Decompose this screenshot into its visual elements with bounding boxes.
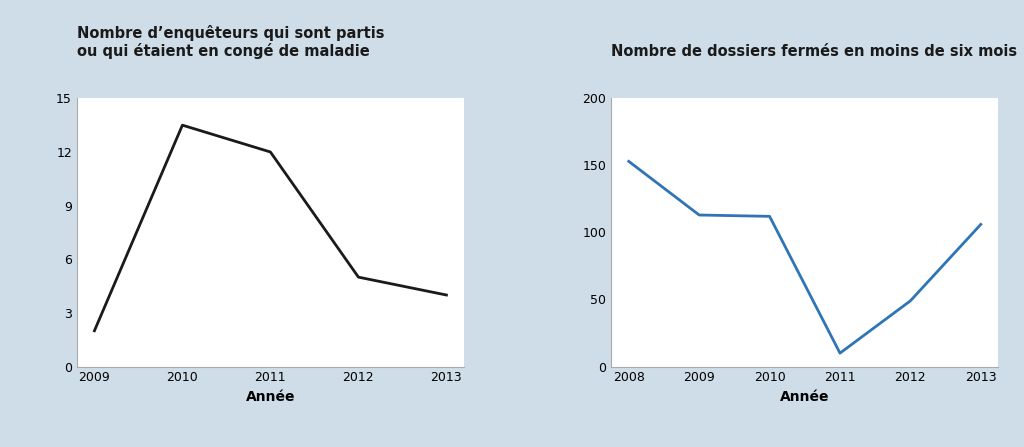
X-axis label: Année: Année bbox=[246, 390, 295, 404]
Text: Nombre d’enquêteurs qui sont partis
ou qui étaient en congé de maladie: Nombre d’enquêteurs qui sont partis ou q… bbox=[77, 25, 384, 59]
X-axis label: Année: Année bbox=[780, 390, 829, 404]
Text: Nombre de dossiers fermés en moins de six mois: Nombre de dossiers fermés en moins de si… bbox=[611, 44, 1017, 59]
